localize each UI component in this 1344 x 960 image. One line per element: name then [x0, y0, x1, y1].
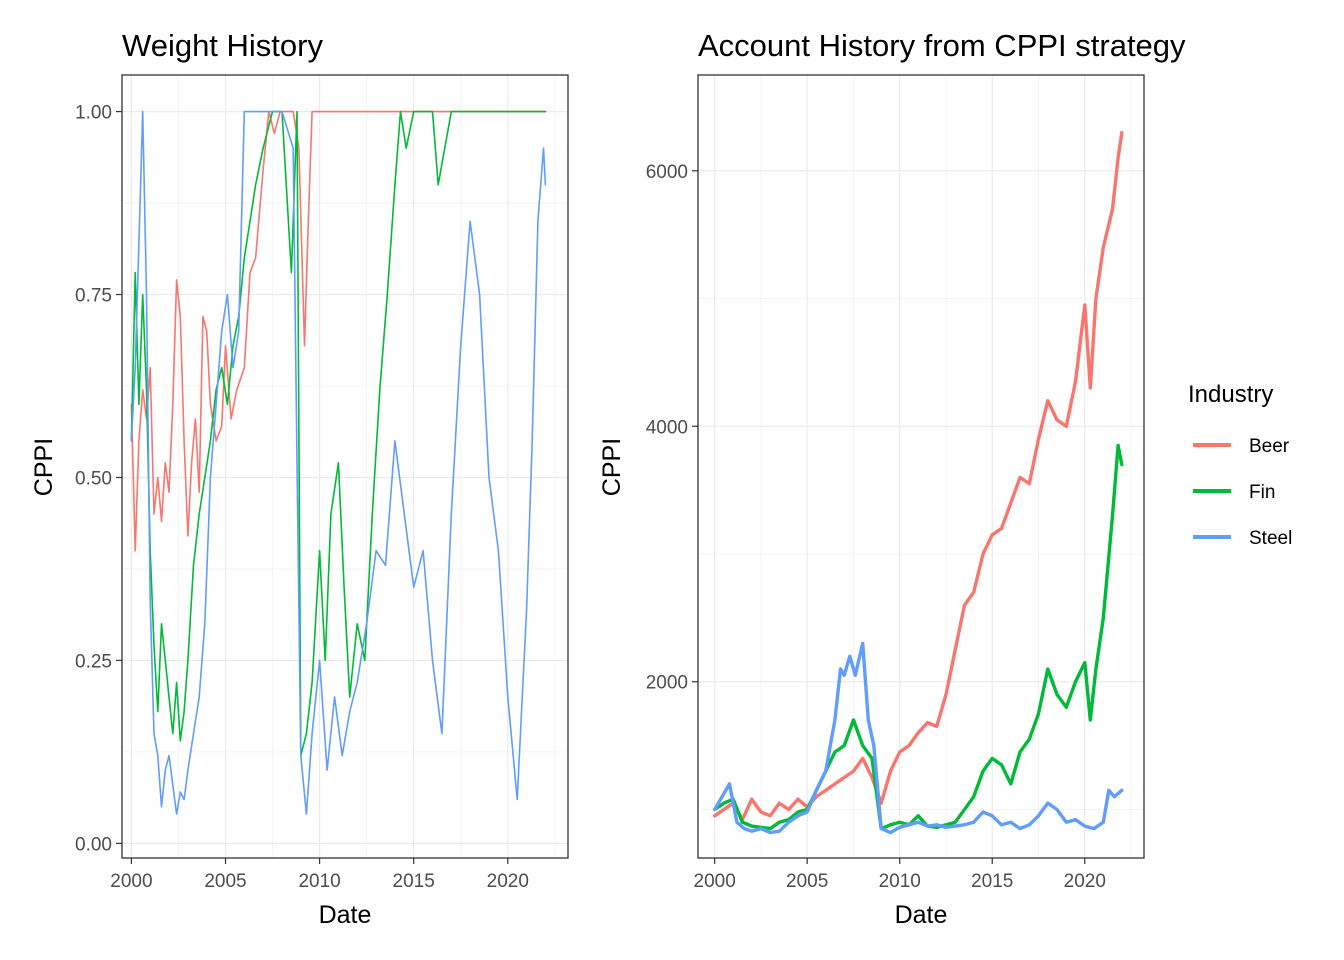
legend-label-beer: Beer — [1249, 436, 1290, 457]
series-line-fin — [130, 110, 547, 757]
y-tick-label: 0.75 — [75, 286, 112, 307]
x-tick-label: 2000 — [694, 871, 736, 892]
legend: Industry Beer Fin Steel — [1188, 381, 1292, 549]
legend-label-steel: Steel — [1249, 528, 1292, 549]
x-axis-title: Date — [895, 901, 948, 929]
y-tick-label: 2000 — [646, 673, 688, 694]
series-line-beer — [713, 130, 1124, 822]
y-tick-label: 4000 — [646, 417, 688, 438]
panel-border — [121, 74, 569, 859]
y-tick-label: 0.00 — [75, 834, 112, 855]
chart-panel-2: 2000 2005 2010 2015 2020 2000 4000 6000 Account … — [598, 28, 1186, 929]
panel-border — [697, 74, 1145, 859]
y-tick-label: 6000 — [646, 162, 688, 183]
x-axis-title: Date — [319, 901, 372, 929]
x-tick-label: 2005 — [786, 871, 828, 892]
x-tick-label: 2010 — [298, 871, 340, 892]
chart-title: Weight History — [122, 28, 323, 63]
x-tick-label: 2015 — [971, 871, 1013, 892]
chart-panel-1: 2000 2005 2010 2015 2020 0.00 0.25 0.50 0.75 1.00… — [30, 28, 569, 929]
x-tick-label: 2010 — [879, 871, 921, 892]
chart-title: Account History from CPPI strategy — [698, 28, 1186, 63]
y-tick-label: 1.00 — [75, 103, 112, 124]
y-tick-label: 0.25 — [75, 651, 112, 672]
legend-title: Industry — [1188, 381, 1273, 408]
x-tick-label: 2005 — [204, 871, 246, 892]
y-tick-label: 0.50 — [75, 468, 112, 489]
y-axis-title: CPPI — [598, 438, 626, 496]
legend-label-fin: Fin — [1249, 482, 1275, 503]
series-line-steel — [130, 110, 547, 815]
x-tick-label: 2000 — [110, 871, 152, 892]
series-line-steel — [713, 641, 1124, 835]
panel-background — [122, 75, 568, 858]
x-tick-label: 2020 — [487, 871, 529, 892]
x-tick-label: 2020 — [1064, 871, 1106, 892]
series-line-beer — [130, 110, 547, 552]
y-axis-title: CPPI — [30, 438, 58, 496]
x-tick-label: 2015 — [393, 871, 435, 892]
panel-background — [698, 75, 1144, 858]
